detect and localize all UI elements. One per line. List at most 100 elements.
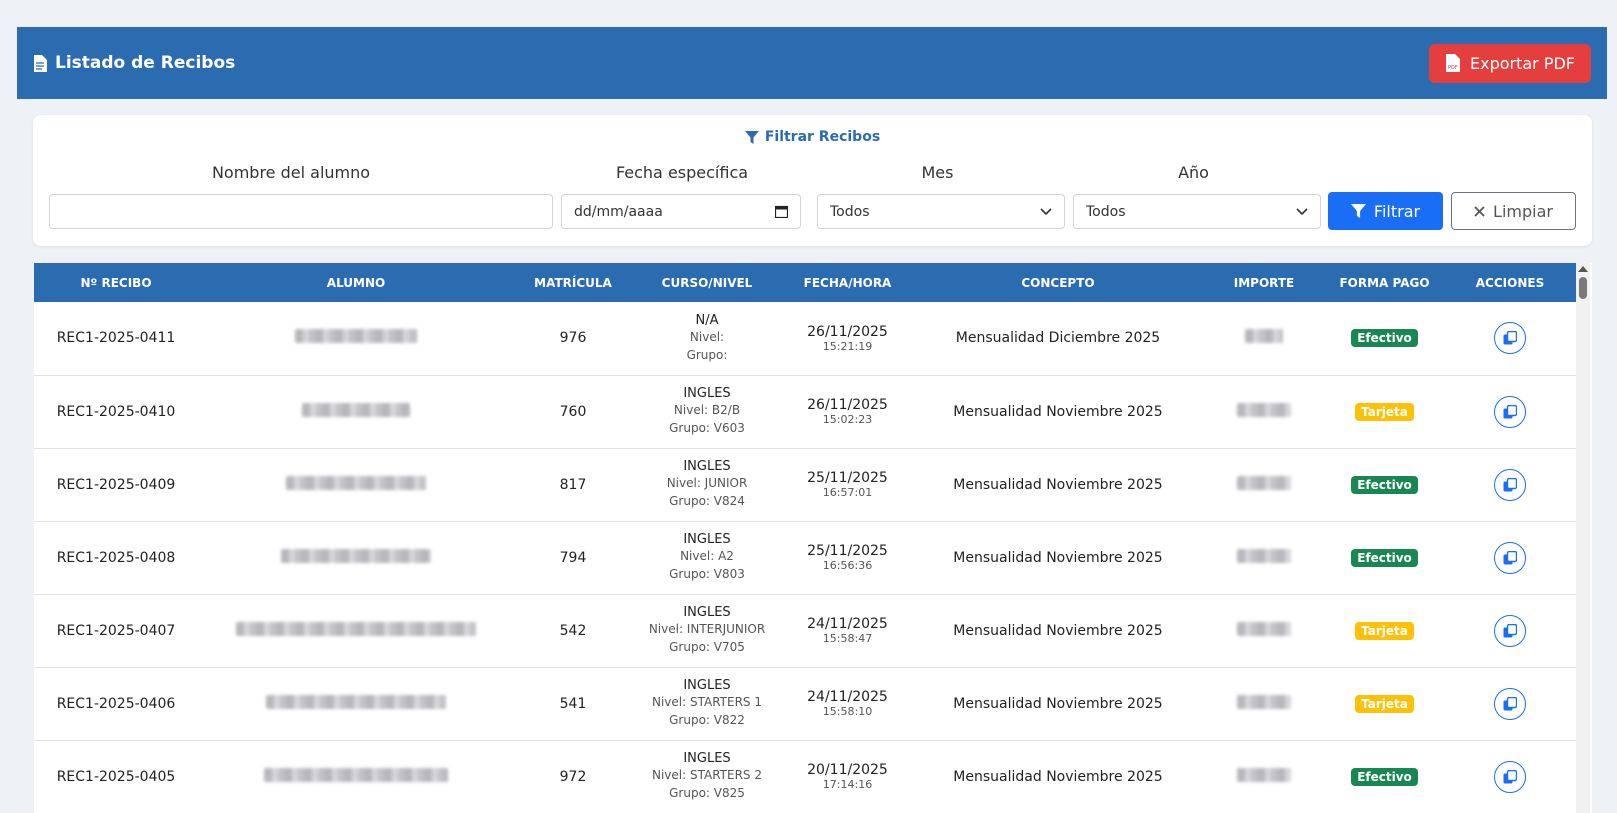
export-pdf-label: Exportar PDF [1469, 53, 1575, 73]
actions-cell [1444, 448, 1576, 521]
course-cell: INGLES Nivel: A2 Grupo: V803 [632, 521, 782, 594]
payment-method-cell: Tarjeta [1325, 375, 1444, 448]
amount-blurred [1203, 448, 1325, 521]
copy-icon [1503, 769, 1517, 783]
duplicate-button[interactable] [1494, 614, 1526, 647]
concept: Mensualidad Diciembre 2025 [955, 330, 1161, 347]
course-level: Nivel: STARTERS 1 [652, 695, 762, 709]
payment-badge: Tarjeta [1355, 694, 1414, 713]
col-header-matricula[interactable]: MATRÍCULA [534, 275, 612, 290]
scroll-up-arrow-icon[interactable] [1578, 266, 1588, 272]
course-level: Nivel: A2 [680, 549, 734, 563]
col-header-recibo[interactable]: Nº RECIBO [80, 275, 152, 290]
enrollment-number: 760 [559, 403, 587, 420]
concept: Mensualidad Noviembre 2025 [953, 695, 1163, 712]
chevron-down-icon [1296, 207, 1308, 215]
duplicate-button[interactable] [1494, 760, 1526, 793]
table-row: REC1-2025-0411 976 N/A Nivel: Grupo: 26/… [34, 302, 1576, 375]
payment-badge: Tarjeta [1355, 402, 1414, 421]
receipt-date: 24/11/2025 [807, 689, 888, 705]
filter-title: Filtrar Recibos [33, 129, 1592, 145]
student-name-blurred [198, 594, 514, 667]
table-row: REC1-2025-0405 972 INGLES Nivel: STARTER… [34, 740, 1576, 813]
actions-cell [1444, 375, 1576, 448]
course-level: Nivel: STARTERS 2 [652, 768, 762, 782]
course-group: Grupo: V824 [669, 494, 745, 508]
datetime-cell: 24/11/2025 15:58:10 [782, 667, 913, 740]
filter-button[interactable]: Filtrar [1328, 192, 1443, 230]
actions-cell [1444, 667, 1576, 740]
payment-badge: Tarjeta [1355, 621, 1414, 640]
course-group: Grupo: V825 [669, 786, 745, 800]
col-header-concepto[interactable]: CONCEPTO [1021, 275, 1095, 290]
document-icon [34, 54, 47, 72]
scrollbar-thumb[interactable] [1579, 277, 1587, 299]
payment-badge: Efectivo [1351, 548, 1418, 567]
course-name: INGLES [683, 605, 731, 620]
course-name: INGLES [683, 459, 731, 474]
course-cell: INGLES Nivel: INTERJUNIOR Grupo: V705 [632, 594, 782, 667]
copy-icon [1503, 331, 1517, 345]
col-header-alumno[interactable]: ALUMNO [326, 275, 386, 290]
duplicate-button[interactable] [1494, 468, 1526, 501]
year-select[interactable]: Todos [1073, 194, 1321, 229]
duplicate-button[interactable] [1494, 395, 1526, 428]
course-group: Grupo: V705 [669, 640, 745, 654]
concept: Mensualidad Noviembre 2025 [953, 549, 1163, 566]
course-level: Nivel: JUNIOR [666, 476, 748, 490]
course-name: INGLES [683, 678, 731, 693]
receipt-date: 26/11/2025 [807, 323, 888, 340]
receipt-time: 16:57:01 [822, 486, 873, 499]
payment-method-cell: Efectivo [1325, 740, 1444, 813]
duplicate-button[interactable] [1494, 541, 1526, 574]
student-name-blurred [198, 521, 514, 594]
clear-button[interactable]: Limpiar [1451, 192, 1576, 230]
month-select-value: Todos [830, 203, 870, 220]
col-header-acciones: ACCIONES [1475, 275, 1545, 290]
enrollment-number: 794 [559, 549, 587, 566]
enrollment-number: 817 [559, 476, 587, 493]
datetime-cell: 26/11/2025 15:02:23 [782, 375, 913, 448]
payment-method-cell: Efectivo [1325, 521, 1444, 594]
receipt-number: REC1-2025-0407 [56, 622, 176, 639]
col-header-forma-pago[interactable]: FORMA PAGO [1339, 275, 1430, 290]
amount-blurred [1203, 740, 1325, 813]
duplicate-button[interactable] [1494, 687, 1526, 720]
course-cell: INGLES Nivel: B2/B Grupo: V603 [632, 375, 782, 448]
col-header-curso[interactable]: CURSO/NIVEL [661, 275, 753, 290]
table-row: REC1-2025-0407 542 INGLES Nivel: INTERJU… [34, 594, 1576, 667]
copy-icon [1503, 477, 1517, 491]
receipt-number: REC1-2025-0409 [56, 476, 176, 493]
clear-button-label: Limpiar [1493, 201, 1553, 221]
course-level: Nivel: B2/B [673, 403, 741, 417]
table-row: REC1-2025-0409 817 INGLES Nivel: JUNIOR … [34, 448, 1576, 521]
chevron-down-icon [1040, 207, 1052, 215]
course-name: INGLES [683, 532, 731, 547]
filter-button-label: Filtrar [1373, 201, 1421, 221]
receipt-number: REC1-2025-0406 [56, 695, 176, 712]
student-name-blurred [198, 448, 514, 521]
month-select[interactable]: Todos [817, 194, 1065, 229]
duplicate-button[interactable] [1494, 322, 1526, 355]
amount-blurred [1203, 521, 1325, 594]
receipt-number: REC1-2025-0408 [56, 549, 176, 566]
date-input[interactable]: dd/mm/aaaa [561, 194, 801, 229]
page-header: Listado de Recibos PDF Exportar PDF [17, 27, 1607, 99]
copy-icon [1503, 696, 1517, 710]
col-header-importe[interactable]: IMPORTE [1233, 275, 1295, 290]
table-row: REC1-2025-0410 760 INGLES Nivel: B2/B Gr… [34, 375, 1576, 448]
course-name: INGLES [683, 386, 731, 401]
export-pdf-button[interactable]: PDF Exportar PDF [1428, 43, 1591, 83]
concept: Mensualidad Noviembre 2025 [953, 768, 1163, 785]
concept: Mensualidad Noviembre 2025 [953, 622, 1163, 639]
filter-card: Filtrar Recibos Nombre del alumno Fecha … [33, 115, 1592, 246]
year-select-value: Todos [1086, 203, 1126, 220]
actions-cell [1444, 521, 1576, 594]
col-header-fecha[interactable]: FECHA/HORA [803, 275, 892, 290]
svg-text:PDF: PDF [1448, 65, 1458, 71]
course-cell: INGLES Nivel: STARTERS 1 Grupo: V822 [632, 667, 782, 740]
table-scrollbar[interactable] [1576, 263, 1590, 813]
page-title-text: Listado de Recibos [55, 53, 236, 73]
student-name-input[interactable] [49, 194, 553, 229]
calendar-icon[interactable] [775, 205, 788, 218]
